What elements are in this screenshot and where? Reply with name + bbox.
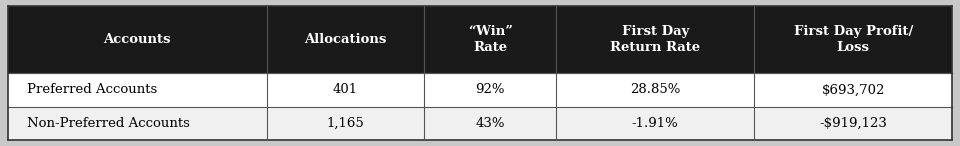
Text: Allocations: Allocations bbox=[304, 33, 387, 46]
Bar bbox=[556, 6, 755, 73]
Bar bbox=[424, 6, 556, 73]
Bar bbox=[8, 6, 267, 73]
Bar bbox=[755, 6, 952, 73]
Bar bbox=[424, 73, 556, 107]
Bar bbox=[755, 73, 952, 107]
Bar bbox=[556, 73, 755, 107]
Text: 92%: 92% bbox=[475, 83, 505, 96]
Text: 1,165: 1,165 bbox=[326, 117, 364, 130]
Bar bbox=[8, 73, 267, 107]
Text: -$919,123: -$919,123 bbox=[819, 117, 887, 130]
Text: 28.85%: 28.85% bbox=[630, 83, 681, 96]
Bar bbox=[556, 107, 755, 140]
Bar bbox=[755, 107, 952, 140]
Text: -1.91%: -1.91% bbox=[632, 117, 679, 130]
Text: First Day Profit/
Loss: First Day Profit/ Loss bbox=[794, 25, 913, 54]
Text: First Day
Return Rate: First Day Return Rate bbox=[611, 25, 700, 54]
Text: Non-Preferred Accounts: Non-Preferred Accounts bbox=[27, 117, 190, 130]
Bar bbox=[267, 73, 424, 107]
Text: 43%: 43% bbox=[475, 117, 505, 130]
Text: $693,702: $693,702 bbox=[822, 83, 885, 96]
Bar bbox=[267, 107, 424, 140]
Text: Accounts: Accounts bbox=[104, 33, 171, 46]
Text: 401: 401 bbox=[333, 83, 358, 96]
Text: “Win”
Rate: “Win” Rate bbox=[468, 25, 513, 54]
Text: Preferred Accounts: Preferred Accounts bbox=[27, 83, 157, 96]
Bar bbox=[424, 107, 556, 140]
Bar bbox=[267, 6, 424, 73]
Bar bbox=[8, 107, 267, 140]
